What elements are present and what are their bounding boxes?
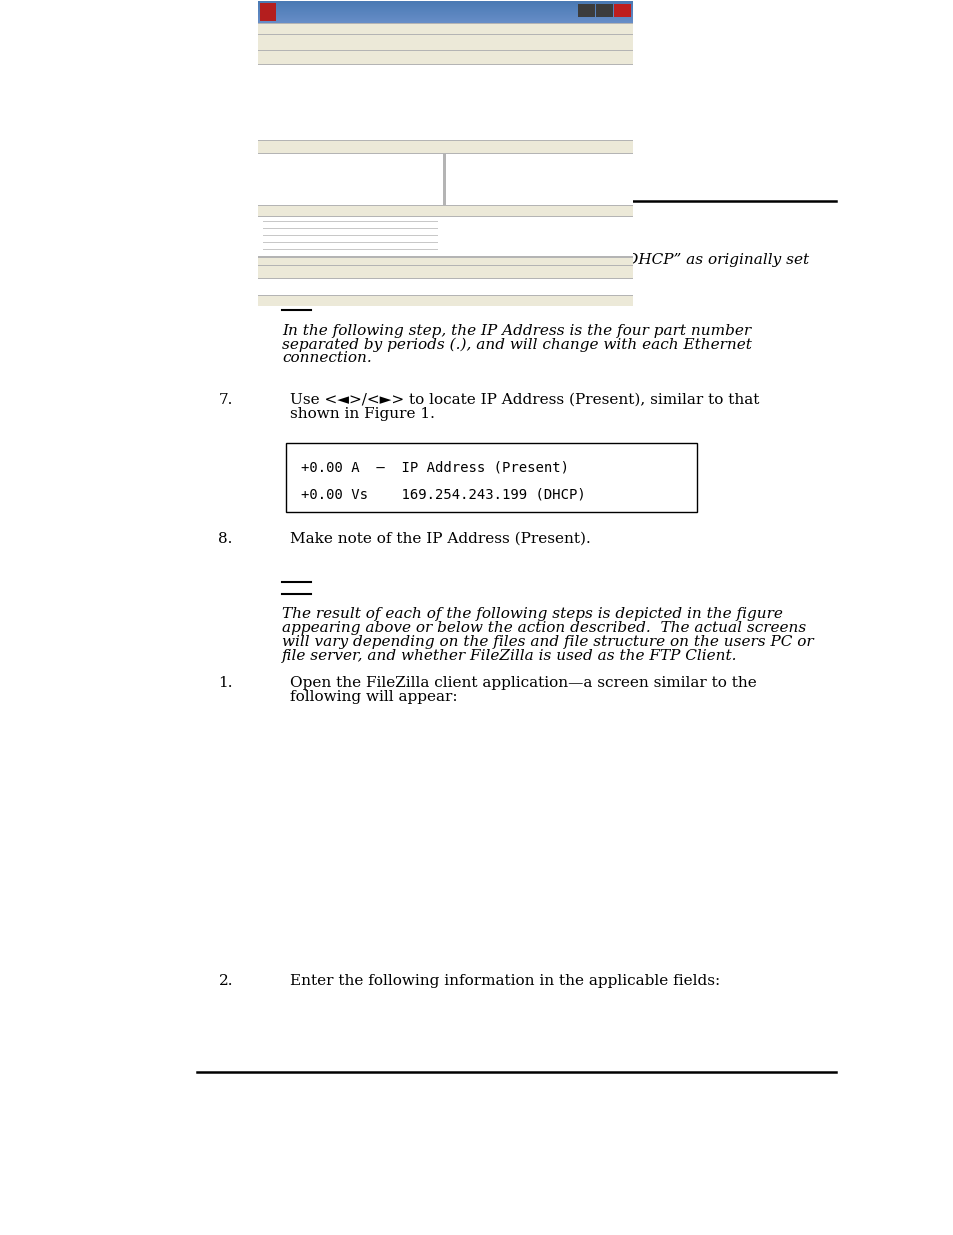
Text: following will appear:: following will appear:	[290, 690, 456, 704]
Text: file server, and whether FileZilla is used as the FTP Client.: file server, and whether FileZilla is us…	[282, 648, 737, 663]
Text: +0.00 A  –  IP Address (Present): +0.00 A – IP Address (Present)	[301, 461, 569, 474]
Text: The result of each of the following steps is depicted in the figure: The result of each of the following step…	[282, 608, 782, 621]
Text: shown in Figure 1.: shown in Figure 1.	[290, 406, 435, 421]
Text: by AMI.: by AMI.	[282, 266, 342, 280]
Text: The Addr Assignment (Present) must show “DHCP” as originally set: The Addr Assignment (Present) must show …	[282, 252, 808, 267]
Text: 2.: 2.	[218, 973, 233, 988]
Text: In the following step, the IP Address is the four part number: In the following step, the IP Address is…	[282, 324, 750, 337]
Text: 8.: 8.	[218, 531, 233, 546]
Text: separated by periods (.), and will change with each Ethernet: separated by periods (.), and will chang…	[282, 337, 751, 352]
Text: Open the FileZilla client application—a screen similar to the: Open the FileZilla client application—a …	[290, 677, 756, 690]
Text: 1.: 1.	[218, 677, 233, 690]
Text: +0.00 Vs    169.254.243.199 (DHCP): +0.00 Vs 169.254.243.199 (DHCP)	[301, 487, 585, 501]
Text: connection.: connection.	[282, 352, 372, 366]
Text: Make note of the IP Address (Present).: Make note of the IP Address (Present).	[290, 531, 590, 546]
Text: 7.: 7.	[218, 393, 233, 408]
Bar	[286, 443, 696, 513]
Text: will vary depending on the files and file structure on the users PC or: will vary depending on the files and fil…	[282, 635, 813, 648]
Text: appearing above or below the action described.  The actual screens: appearing above or below the action desc…	[282, 621, 805, 635]
Text: Enter the following information in the applicable fields:: Enter the following information in the a…	[290, 973, 720, 988]
Text: Use <◄>/<►> to locate IP Address (Present), similar to that: Use <◄>/<►> to locate IP Address (Presen…	[290, 393, 759, 408]
